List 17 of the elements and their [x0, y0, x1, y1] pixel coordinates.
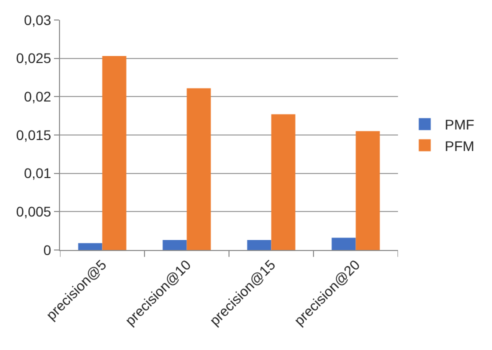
bar — [186, 88, 211, 250]
bar — [332, 238, 356, 250]
bar — [247, 240, 272, 250]
y-tick-label: 0,02 — [24, 88, 52, 105]
y-tick-label: 0,025 — [16, 50, 52, 66]
y-tick-label: 0,005 — [16, 204, 52, 220]
y-tick-label: 0,03 — [24, 12, 52, 28]
legend-label: PMF — [444, 116, 474, 133]
bar — [102, 56, 126, 250]
y-tick-label: 0,01 — [24, 165, 52, 182]
bar — [78, 243, 102, 250]
y-tick-label: 0 — [43, 242, 52, 258]
bar — [162, 240, 187, 250]
legend-label: PFM — [444, 138, 474, 154]
bar — [356, 131, 380, 250]
bar — [271, 114, 296, 250]
y-tick-label: 0,015 — [16, 126, 52, 143]
